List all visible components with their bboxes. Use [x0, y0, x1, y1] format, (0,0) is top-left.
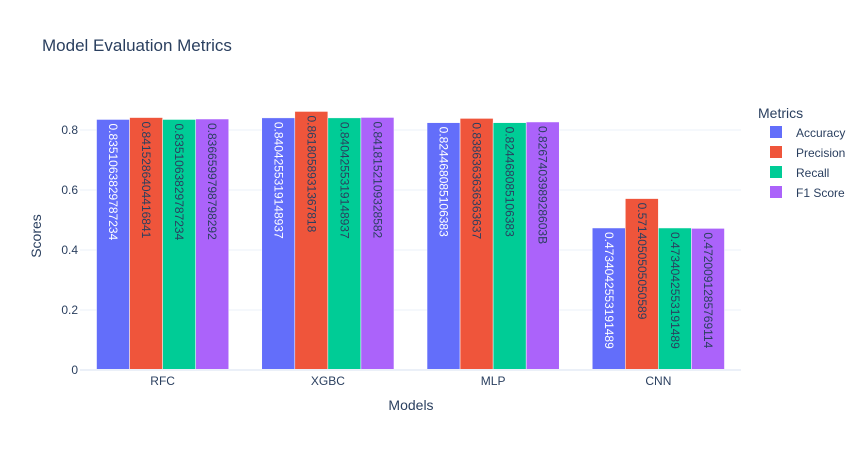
y-tick-label: 0.8	[61, 123, 78, 137]
chart-title: Model Evaluation Metrics	[42, 36, 232, 55]
bar-data-label: 0.8415286404416841	[139, 122, 153, 239]
legend-swatch-recall[interactable]	[770, 166, 782, 178]
legend-title: Metrics	[758, 105, 803, 121]
bar-accuracy-cnn[interactable]	[592, 227, 626, 371]
x-axis-label: Models	[388, 397, 433, 413]
legend-label[interactable]: F1 Score	[796, 186, 845, 200]
x-tick-label: MLP	[481, 374, 506, 388]
x-tick-label: XGBC	[311, 374, 345, 388]
y-axis-label: Scores	[28, 214, 44, 258]
legend-swatch-accuracy[interactable]	[770, 126, 782, 138]
bar-data-label: 0.8618058931367818	[304, 115, 318, 232]
bar-data-label: 0.8366599798798292	[205, 123, 219, 240]
bar-precision-rfc[interactable]	[129, 117, 163, 371]
bar-f1-score-cnn[interactable]	[691, 228, 725, 371]
bar-precision-xgbc[interactable]	[294, 111, 329, 371]
x-tick-label: RFC	[150, 374, 175, 388]
bar-precision-cnn[interactable]	[625, 198, 659, 371]
y-tick-label: 0.4	[61, 243, 78, 257]
bar-data-label: 0.8418152109328582	[370, 121, 384, 238]
bar-f1-score-rfc[interactable]	[195, 118, 229, 371]
bar-f1-score-mlp[interactable]	[525, 121, 560, 371]
bar-data-label: 0.4734042553191489	[602, 232, 616, 349]
x-tick-label: CNN	[645, 374, 671, 388]
legend-label[interactable]: Precision	[796, 146, 845, 160]
bar-recall-cnn[interactable]	[658, 227, 692, 371]
bar-accuracy-mlp[interactable]	[426, 122, 461, 371]
legend: Metrics Accuracy Precision Recall F1 Score	[758, 105, 845, 200]
bar-data-label: 0.8386363636363637	[470, 122, 484, 239]
bar-recall-xgbc[interactable]	[327, 117, 362, 371]
y-tick-label: 0.2	[61, 303, 78, 317]
bar-data-label: 0.5714050505050589	[635, 203, 649, 320]
bar-data-label: 0.4734042553191489	[668, 232, 682, 349]
bar-data-label: 0.824468085106383	[503, 127, 517, 237]
bar-data-label: 0.824468085106383	[437, 127, 451, 237]
bar-accuracy-xgbc[interactable]	[261, 117, 296, 371]
legend-label[interactable]: Accuracy	[796, 126, 845, 140]
bar-recall-mlp[interactable]	[492, 122, 527, 371]
bar-precision-mlp[interactable]	[459, 118, 494, 371]
bar-recall-rfc[interactable]	[162, 119, 196, 371]
legend-swatch-f1-score[interactable]	[770, 186, 782, 198]
y-tick-label: 0	[71, 363, 78, 377]
bar-data-label: 0.8404255319148937	[337, 122, 351, 239]
legend-swatch-precision[interactable]	[770, 146, 782, 158]
bar-f1-score-xgbc[interactable]	[360, 117, 395, 371]
bar-data-label: 0.4720091285769114	[701, 232, 715, 348]
bar-data-label: 0.826740398928603B	[536, 126, 550, 244]
legend-label[interactable]: Recall	[796, 166, 829, 180]
bar-data-label: 0.8404255319148937	[271, 122, 285, 239]
bar-data-label: 0.8351063829787234	[172, 123, 186, 240]
bar-data-label: 0.8351063829787234	[106, 123, 120, 240]
y-tick-label: 0.6	[61, 183, 78, 197]
